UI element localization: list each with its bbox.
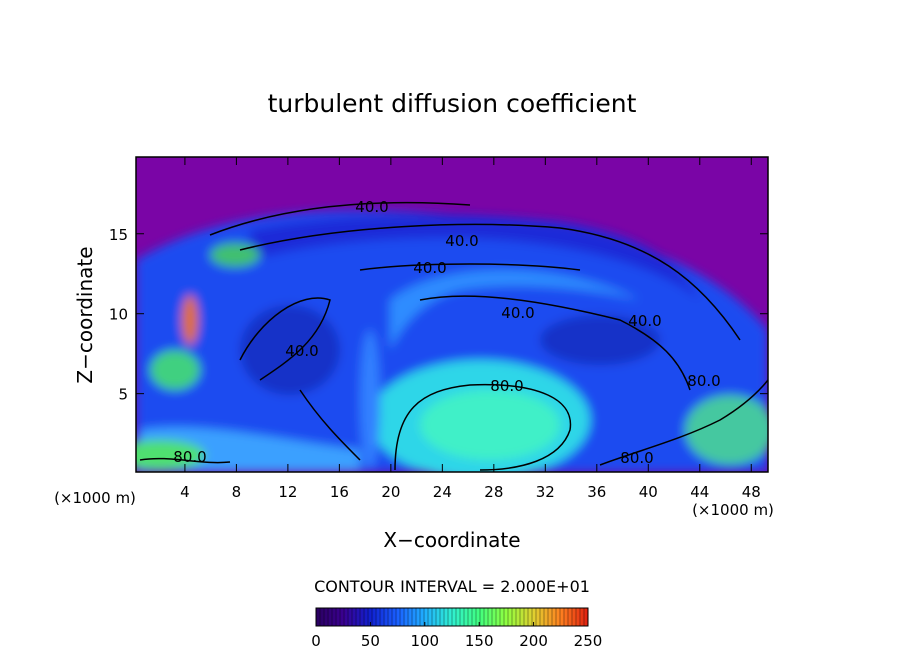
x-tick-label: 40 <box>639 483 658 501</box>
plot-frame <box>135 156 769 473</box>
contour-label: 40.0 <box>355 198 388 216</box>
contour-label: 80.0 <box>620 449 653 467</box>
contour-label: 40.0 <box>413 259 446 277</box>
x-tick-label: 8 <box>232 483 242 501</box>
x-unit-label: (×1000 m) <box>692 501 774 519</box>
contour-label: 80.0 <box>173 448 206 466</box>
x-tick-label: 4 <box>180 483 190 501</box>
contour-label: 40.0 <box>628 312 661 330</box>
chart-title: turbulent diffusion coefficient <box>268 89 637 118</box>
colorbar-frame <box>315 607 589 627</box>
y-axis-label: Z−coordinate <box>73 246 97 383</box>
x-tick-label: 48 <box>742 483 761 501</box>
contour-label: 80.0 <box>490 377 523 395</box>
y-tick-label: 10 <box>109 306 128 324</box>
contour-interval: CONTOUR INTERVAL = 2.000E+01 <box>314 577 590 596</box>
x-axis-label: X−coordinate <box>383 528 520 552</box>
x-tick-label: 24 <box>433 483 452 501</box>
y-tick-label: 5 <box>118 386 128 404</box>
y-tick-label: 15 <box>109 226 128 244</box>
colorbar <box>316 608 588 626</box>
colorbar-tick-label: 0 <box>311 632 321 650</box>
contour-label: 80.0 <box>687 372 720 390</box>
x-tick-label: 20 <box>381 483 400 501</box>
x-tick-label: 32 <box>536 483 555 501</box>
colorbar-tick-label: 250 <box>574 632 603 650</box>
field <box>136 157 768 472</box>
contour-label: 40.0 <box>501 304 534 322</box>
x-tick-label: 28 <box>484 483 503 501</box>
y-unit-label: (×1000 m) <box>54 489 136 507</box>
colorbar-tick-label: 100 <box>410 632 439 650</box>
contour-label: 40.0 <box>445 232 478 250</box>
x-tick-label: 16 <box>330 483 349 501</box>
contour-label: 40.0 <box>285 342 318 360</box>
colorbar-tick-label: 150 <box>465 632 494 650</box>
x-tick-label: 44 <box>690 483 709 501</box>
colorbar-tick-label: 200 <box>519 632 548 650</box>
colorbar-tick-label: 50 <box>361 632 380 650</box>
x-tick-label: 36 <box>587 483 606 501</box>
x-tick-label: 12 <box>278 483 297 501</box>
